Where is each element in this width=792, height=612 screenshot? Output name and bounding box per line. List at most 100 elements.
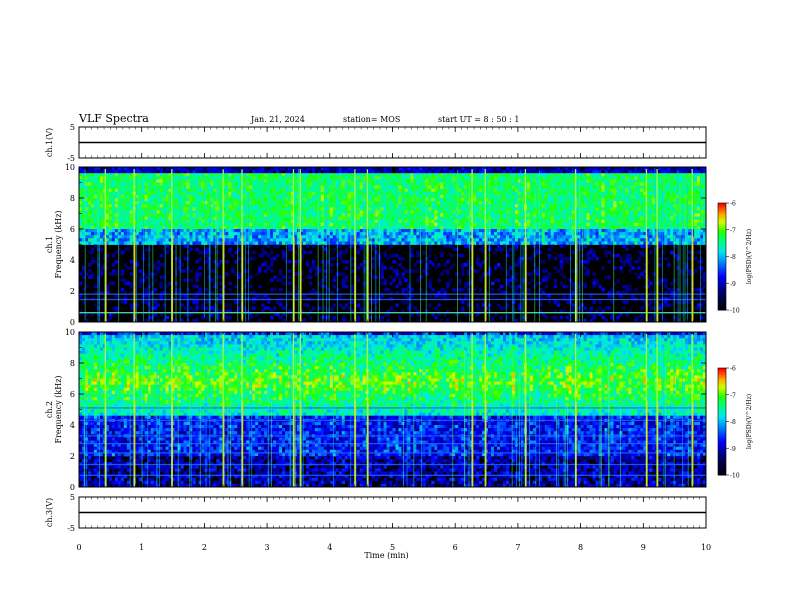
- spectrogram-cell: [368, 204, 372, 208]
- spectrogram-cell: [347, 194, 352, 199]
- spectrogram-cell: [601, 188, 605, 193]
- spectrogram-cell: [482, 194, 486, 199]
- spectrogram-cell: [359, 170, 364, 174]
- spectrogram-cell: [234, 179, 238, 183]
- spectrogram-cell: [553, 210, 558, 214]
- spectrogram-cell: [293, 176, 298, 180]
- spectrogram-cell: [613, 204, 617, 208]
- spectrogram-cell: [440, 194, 444, 199]
- spectrogram-cell: [162, 182, 166, 186]
- spectrogram-cell: [616, 198, 620, 202]
- spectrogram-cell: [643, 222, 647, 227]
- spectrogram-cell: [529, 194, 534, 199]
- spectrogram-cell: [258, 238, 262, 242]
- spectrogram-cell: [613, 238, 617, 242]
- spectrogram-cell: [279, 222, 283, 227]
- spectrogram-cell: [180, 238, 184, 242]
- spectrogram-cell: [261, 188, 265, 193]
- spectrogram-cell: [610, 198, 614, 202]
- spectrogram-cell: [455, 179, 459, 183]
- spectrogram-cell: [499, 204, 504, 208]
- spectrogram-cell: [541, 216, 546, 221]
- spectrogram-cell: [473, 225, 477, 230]
- spectrogram-cell: [643, 194, 647, 199]
- spectrogram-cell: [305, 173, 310, 177]
- spectrogram-cell: [413, 204, 417, 208]
- spectrogram-cell: [508, 210, 513, 214]
- spectrogram-cell: [368, 182, 372, 186]
- spectrogram-cell: [422, 185, 426, 190]
- spectrogram-cell: [135, 179, 140, 183]
- spectrogram-cell: [631, 210, 635, 214]
- spectrogram-cell: [231, 229, 235, 233]
- spectrogram-cell: [425, 167, 429, 171]
- spectrogram-cell: [168, 229, 172, 233]
- spectrogram-cell: [497, 198, 501, 202]
- spectrogram-cell: [389, 176, 393, 180]
- spectrogram-cell: [398, 210, 402, 214]
- spectrogram-cell: [625, 235, 629, 239]
- spectrogram-cell: [79, 173, 83, 177]
- spectrogram-cell: [703, 191, 707, 196]
- spectrogram-cell: [341, 188, 346, 193]
- spectrogram-cell: [347, 204, 352, 208]
- spectrogram-cell: [625, 194, 629, 199]
- spectrogram-cell: [255, 170, 259, 174]
- spectrogram-cell: [613, 232, 617, 236]
- spectrogram-cell: [485, 216, 489, 221]
- spectrogram-cell: [625, 182, 629, 186]
- spectrogram-cell: [219, 232, 223, 236]
- spectrogram-cell: [589, 213, 593, 217]
- spectrogram-cell: [643, 198, 647, 202]
- spectrogram-cell: [398, 167, 402, 171]
- spectrogram-cell: [255, 229, 259, 233]
- spectrogram-cell: [520, 173, 525, 177]
- spectrogram-cell: [302, 204, 307, 208]
- spectrogram-cell: [210, 179, 214, 183]
- spectrogram-cell: [559, 188, 564, 193]
- spectrogram-cell: [79, 170, 83, 174]
- spectrogram-cell: [556, 167, 561, 171]
- spectrogram-cell: [562, 194, 567, 199]
- spectrogram-cell: [255, 216, 259, 221]
- spectrogram-cell: [288, 170, 292, 174]
- spectrogram-cell: [234, 238, 238, 242]
- spectrogram-cell: [646, 213, 650, 217]
- spectrogram-cell: [700, 232, 704, 236]
- spectrogram-cell: [395, 167, 399, 171]
- spectrogram-cell: [416, 219, 420, 224]
- spectrogram-cell: [84, 229, 89, 233]
- spectrogram-cell: [252, 188, 256, 193]
- spectrogram-cell: [497, 170, 501, 174]
- spectrogram-cell: [616, 182, 620, 186]
- spectrogram-cell: [571, 204, 576, 208]
- spectrogram-cell: [598, 204, 602, 208]
- spectrogram-cell: [144, 198, 149, 202]
- spectrogram-cell: [228, 238, 232, 242]
- spectrogram-cell: [550, 173, 555, 177]
- spectrogram-cell: [413, 167, 417, 171]
- spectrogram-cell: [267, 176, 271, 180]
- spectrogram-cell: [470, 167, 474, 171]
- spectrogram-cell: [458, 194, 462, 199]
- spectrogram-cell: [311, 179, 316, 183]
- spectrogram-cell: [670, 216, 674, 221]
- spectrogram-cell: [461, 188, 465, 193]
- spectrogram-cell: [126, 219, 131, 224]
- spectrogram-cell: [201, 216, 205, 221]
- spectrogram-cell: [529, 167, 534, 171]
- spectrogram-cell: [308, 222, 313, 227]
- spectrogram-cell: [562, 207, 567, 211]
- spectrogram-cell: [243, 225, 247, 230]
- spectrogram-cell: [162, 235, 166, 239]
- spectrogram-cell: [273, 173, 277, 177]
- spectrogram-cell: [150, 170, 155, 174]
- spectrogram-cell: [529, 229, 534, 233]
- spectrogram-cell: [634, 167, 638, 171]
- spectrogram-cell: [428, 238, 432, 242]
- spectrogram-cell: [401, 191, 405, 196]
- spectrogram-cell: [410, 219, 414, 224]
- spectrogram-cell: [261, 219, 265, 224]
- spectrogram-cell: [377, 176, 381, 180]
